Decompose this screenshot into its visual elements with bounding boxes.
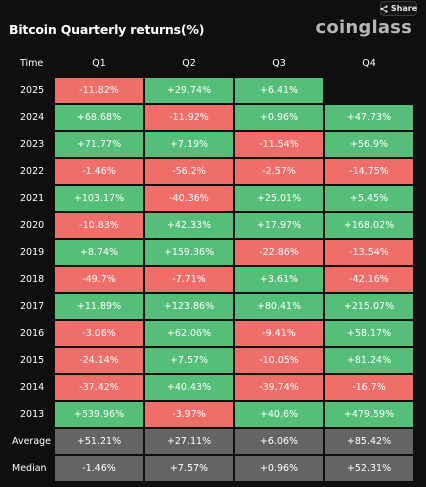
return-cell: +8.74% [55, 240, 143, 265]
return-cell: -37.42% [55, 375, 143, 400]
row-label-year: 2023 [20, 139, 45, 150]
row-label-year: 2016 [20, 328, 45, 339]
return-cell: -40.36% [145, 186, 233, 211]
summary-cell: +52.31% [325, 456, 413, 481]
row-label-year: 2022 [20, 166, 45, 177]
column-header-time: Time [20, 58, 44, 69]
return-cell: +56.9% [325, 132, 413, 157]
return-cell: +103.17% [55, 186, 143, 211]
return-cell: +479.59% [325, 402, 413, 427]
share-icon [380, 4, 388, 13]
return-cell: +539.96% [55, 402, 143, 427]
row-label-year: 2025 [20, 85, 45, 96]
return-cell: +81.24% [325, 348, 413, 373]
return-cell: -56.2% [145, 159, 233, 184]
summary-label: Median [12, 463, 47, 474]
return-cell: -2.57% [235, 159, 323, 184]
return-cell: -7.71% [145, 267, 233, 292]
summary-cell: +6.06% [235, 429, 323, 454]
row-label-year: 2018 [20, 274, 45, 285]
return-cell: -49.7% [55, 267, 143, 292]
return-cell: -39.74% [235, 375, 323, 400]
return-cell: +71.77% [55, 132, 143, 157]
column-header-q2: Q2 [182, 58, 196, 69]
column-header-q1: Q1 [92, 58, 106, 69]
page-title: Bitcoin Quarterly returns(%) [9, 22, 205, 37]
row-label-year: 2017 [20, 301, 45, 312]
summary-cell: -1.46% [55, 456, 143, 481]
return-cell: +11.89% [55, 294, 143, 319]
return-cell: -24.14% [55, 348, 143, 373]
return-cell: -1.46% [55, 159, 143, 184]
return-cell: +62.06% [145, 321, 233, 346]
return-cell: +7.19% [145, 132, 233, 157]
return-cell: +68.68% [55, 105, 143, 130]
return-cell: +215.07% [325, 294, 413, 319]
return-cell [325, 78, 413, 103]
return-cell: +168.02% [325, 213, 413, 238]
return-cell: -11.54% [235, 132, 323, 157]
summary-cell: +0.96% [235, 456, 323, 481]
brand-logo: coinglass [315, 17, 412, 38]
summary-cell: +27.11% [145, 429, 233, 454]
returns-table: Time Q1 Q2 Q3 Q4 2025 -11.82% +29.74% +6.41% 2024… [8, 50, 413, 482]
return-cell: +40.43% [145, 375, 233, 400]
return-cell: -3.97% [145, 402, 233, 427]
row-label-year: 2021 [20, 193, 45, 204]
return-cell: +123.86% [145, 294, 233, 319]
return-cell: +3.61% [235, 267, 323, 292]
return-cell: -9.41% [235, 321, 323, 346]
share-button[interactable]: Share [380, 1, 417, 16]
return-cell: +7.57% [145, 348, 233, 373]
return-cell: -10.05% [235, 348, 323, 373]
row-label-year: 2020 [20, 220, 45, 231]
row-label-year: 2024 [20, 112, 45, 123]
column-header-q3: Q3 [272, 58, 286, 69]
return-cell: +6.41% [235, 78, 323, 103]
return-cell: +47.73% [325, 105, 413, 130]
return-cell: +29.74% [145, 78, 233, 103]
return-cell: -13.54% [325, 240, 413, 265]
return-cell: +80.41% [235, 294, 323, 319]
return-cell: +25.01% [235, 186, 323, 211]
return-cell: -42.16% [325, 267, 413, 292]
row-label-year: 2015 [20, 355, 45, 366]
return-cell: +42.33% [145, 213, 233, 238]
row-label-year: 2014 [20, 382, 45, 393]
summary-label: Average [12, 436, 52, 447]
return-cell: -16.7% [325, 375, 413, 400]
return-cell: +159.36% [145, 240, 233, 265]
return-cell: -14.75% [325, 159, 413, 184]
return-cell: +17.97% [235, 213, 323, 238]
return-cell: +0.96% [235, 105, 323, 130]
return-cell: -11.82% [55, 78, 143, 103]
summary-cell: +51.21% [55, 429, 143, 454]
row-label-year: 2019 [20, 247, 45, 258]
return-cell: +58.17% [325, 321, 413, 346]
summary-cell: +85.42% [325, 429, 413, 454]
share-label: Share [390, 4, 418, 13]
column-header-q4: Q4 [362, 58, 376, 69]
summary-cell: +7.57% [145, 456, 233, 481]
return-cell: -3.06% [55, 321, 143, 346]
return-cell: -10.83% [55, 213, 143, 238]
return-cell: +40.6% [235, 402, 323, 427]
return-cell: -22.86% [235, 240, 323, 265]
return-cell: -11.92% [145, 105, 233, 130]
return-cell: +5.45% [325, 186, 413, 211]
row-label-year: 2013 [20, 409, 45, 420]
